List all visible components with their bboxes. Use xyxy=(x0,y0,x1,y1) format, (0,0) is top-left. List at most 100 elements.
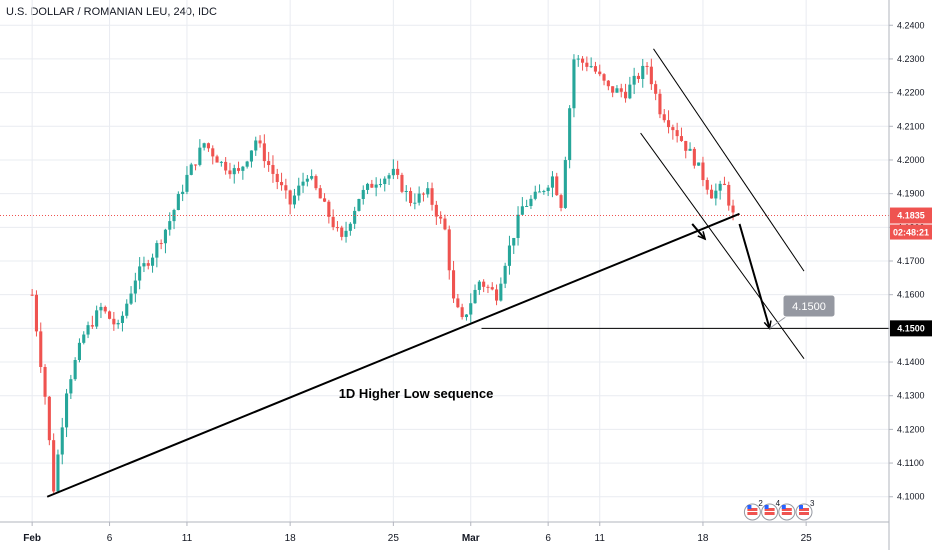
y-tick-label: 4.1700 xyxy=(897,256,925,266)
event-flag-icon[interactable]: 4 xyxy=(761,499,781,521)
event-flag-icon[interactable] xyxy=(778,503,796,521)
candle-body xyxy=(460,307,464,318)
candle-body xyxy=(679,136,683,141)
x-tick-label: Feb xyxy=(23,533,41,544)
y-tick-label: 4.2200 xyxy=(897,88,925,98)
candle-body xyxy=(658,93,662,115)
candle-body xyxy=(684,140,688,151)
event-flag-icon[interactable]: 2 xyxy=(743,499,763,521)
candles xyxy=(30,54,735,494)
flag-stripe xyxy=(764,508,775,511)
candle-body xyxy=(69,379,73,394)
candle-body xyxy=(211,148,215,157)
candle-body xyxy=(146,263,150,266)
candle-body xyxy=(426,188,430,195)
flag-stripe xyxy=(781,512,792,515)
candle-body xyxy=(456,298,460,308)
candle-body xyxy=(108,311,112,319)
y-tick-label: 4.2400 xyxy=(897,20,925,30)
candle-body xyxy=(73,360,77,380)
economic-events: 2 4 3 xyxy=(743,499,815,521)
candle-body xyxy=(30,294,34,296)
candle-body xyxy=(323,198,327,202)
candle-body xyxy=(232,168,236,175)
candle-body xyxy=(387,175,391,179)
candle-body xyxy=(228,170,232,175)
candle-body xyxy=(155,243,159,258)
candle-body xyxy=(43,366,47,397)
x-tick-label: 25 xyxy=(388,533,400,544)
candle-body xyxy=(305,178,309,182)
target-callout-label: 4.1500 xyxy=(792,301,826,313)
bar-countdown: 02:48:21 xyxy=(893,228,929,238)
candle-body xyxy=(82,334,86,343)
flag-stripe xyxy=(764,512,775,515)
candle-body xyxy=(615,88,619,93)
y-tick-label: 4.2100 xyxy=(897,121,925,131)
candle-body xyxy=(490,287,494,290)
candle-body xyxy=(47,396,51,441)
candle-body xyxy=(619,88,623,92)
event-flag-icon[interactable]: 3 xyxy=(795,499,815,521)
arrow-head xyxy=(697,231,707,241)
candle-body xyxy=(667,120,671,128)
candle-body xyxy=(224,161,228,171)
x-tick-label: 11 xyxy=(182,533,193,544)
candle-body xyxy=(469,303,473,315)
candle-body xyxy=(340,227,344,237)
candle-body xyxy=(400,174,404,192)
candle-body xyxy=(331,216,335,228)
candle-body xyxy=(701,162,705,181)
target-price-badge xyxy=(890,320,932,337)
channel-lower-line xyxy=(640,132,805,359)
candle-body xyxy=(486,286,490,288)
y-tick-label: 4.2000 xyxy=(897,155,925,165)
candle-body xyxy=(546,187,550,192)
event-count: 4 xyxy=(776,499,781,508)
candle-body xyxy=(151,257,155,266)
candle-body xyxy=(568,108,572,161)
candle-body xyxy=(417,193,421,203)
candle-body xyxy=(688,148,692,151)
candle-body xyxy=(194,164,198,166)
candle-body xyxy=(327,201,331,217)
candle-body xyxy=(258,140,262,144)
candle-body xyxy=(112,318,116,325)
candle-body xyxy=(563,160,567,208)
projection-arrow-1 xyxy=(738,223,771,329)
flag-canton xyxy=(799,505,803,509)
candle-body xyxy=(52,440,56,492)
candle-body xyxy=(447,229,451,271)
candle-body xyxy=(318,188,322,199)
candle-body xyxy=(396,168,400,175)
y-tick-label: 4.2300 xyxy=(897,54,925,64)
candle-body xyxy=(477,281,481,290)
event-count: 3 xyxy=(810,499,815,508)
flag-stripe xyxy=(799,508,809,511)
target-callout xyxy=(782,294,836,318)
flag-stripe xyxy=(747,512,758,515)
price-axis[interactable]: 4.2400 4.2300 4.2200 4.2100 4.2000 4.1900 4.18… xyxy=(888,0,925,550)
candle-body xyxy=(314,176,318,189)
x-tick-label: 6 xyxy=(545,533,551,544)
candle-body xyxy=(538,191,542,193)
chart-title: U.S. DOLLAR / ROMANIAN LEU, 240, IDC xyxy=(6,6,217,18)
candle-body xyxy=(284,185,288,191)
candle-body xyxy=(589,66,593,68)
candle-body xyxy=(697,162,701,166)
y-tick-label: 4.1600 xyxy=(897,290,925,300)
candle-body xyxy=(206,143,210,149)
y-tick-label: 4.1200 xyxy=(897,424,925,434)
candle-body xyxy=(550,176,554,188)
candle-body xyxy=(344,230,348,237)
candle-body xyxy=(624,91,628,99)
candle-body xyxy=(185,174,189,192)
time-axis[interactable]: Feb 6 11 18 25 Mar 6 11 18 25 xyxy=(0,521,889,544)
candle-body xyxy=(103,306,107,312)
candle-body xyxy=(77,342,81,361)
flag-canton xyxy=(747,505,752,509)
last-price-badge xyxy=(890,207,932,224)
x-tick-label: 6 xyxy=(107,533,113,544)
candle-body xyxy=(292,195,296,205)
